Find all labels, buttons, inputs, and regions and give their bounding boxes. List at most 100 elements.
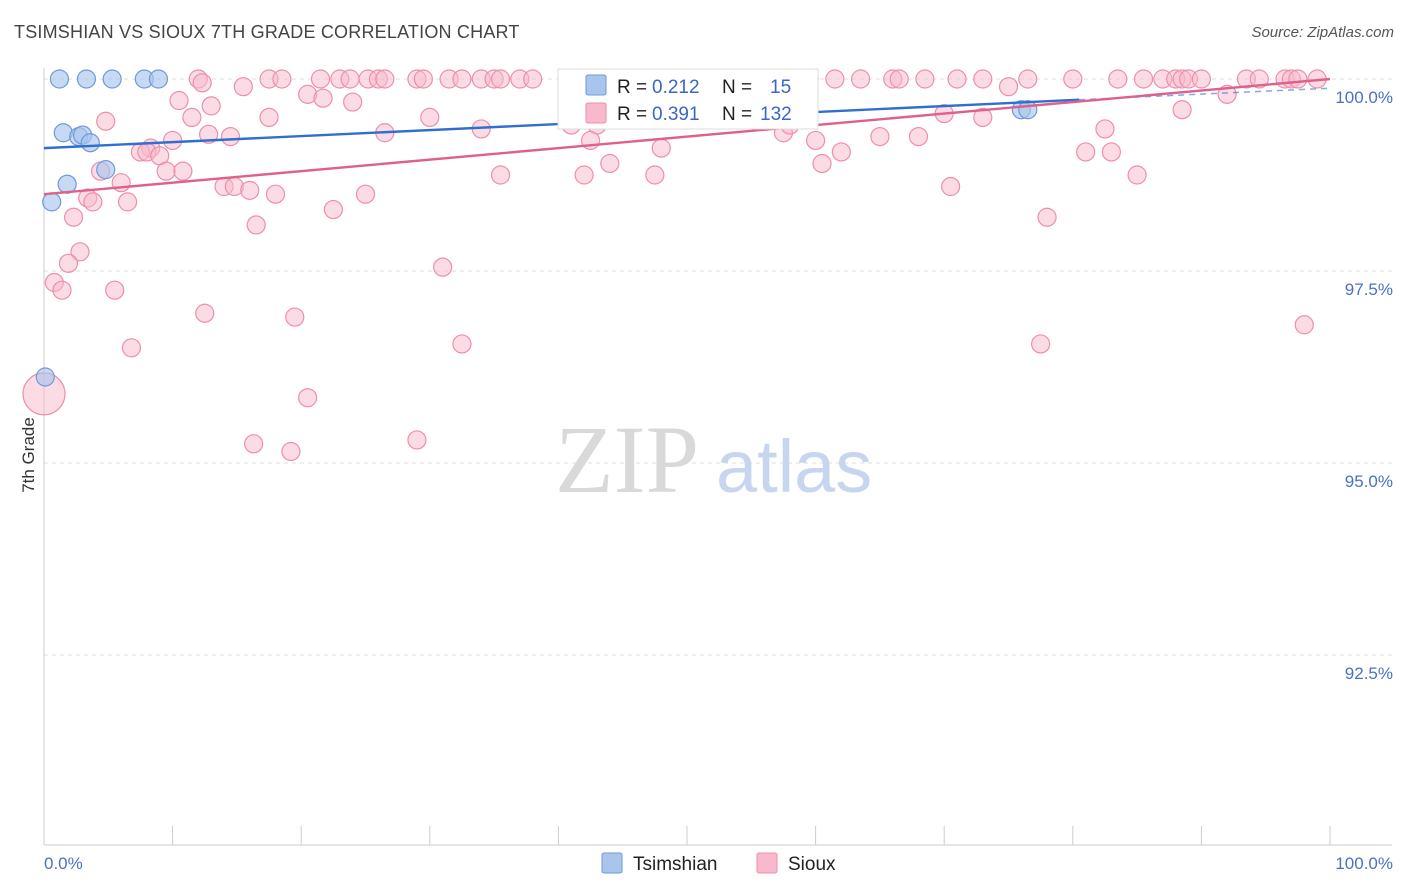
sioux-point [915, 69, 935, 89]
sioux-point [805, 130, 826, 151]
sioux-point [651, 138, 671, 158]
x-tick-label: 100.0% [1335, 854, 1393, 873]
sioux-point [600, 153, 620, 174]
sioux-point [156, 161, 176, 181]
sioux-point [313, 88, 333, 108]
sioux-point [298, 388, 318, 408]
sioux-point [1127, 165, 1147, 185]
sioux-point [244, 434, 264, 454]
sioux-point [355, 184, 376, 204]
sioux-point [490, 165, 511, 185]
sioux-point [259, 107, 279, 128]
y-tick-label: 95.0% [1345, 472, 1393, 491]
sioux-point [1037, 207, 1057, 227]
sioux-point [58, 253, 79, 273]
sioux-point [163, 130, 183, 151]
y-tick-label: 97.5% [1345, 280, 1393, 299]
sioux-point [407, 430, 427, 450]
sioux-point [195, 303, 215, 323]
sioux-point [1018, 69, 1038, 89]
sioux-point [70, 242, 90, 262]
y-tick-labels: 100.0% 97.5% 95.0% 92.5% [1335, 88, 1393, 683]
sioux-point [889, 69, 909, 89]
tsimshian-swatch [585, 74, 607, 96]
sioux-point [105, 280, 125, 300]
sioux-point [1217, 84, 1237, 104]
x-tick-labels: 0.0% 100.0% [44, 854, 1393, 873]
tsimshian-point [148, 69, 169, 89]
sioux-point [1249, 69, 1269, 89]
sioux-trend-line [43, 77, 1331, 196]
watermark-atlas: atlas [716, 425, 872, 508]
tsimshian-r-value: 0.212 [652, 77, 700, 98]
sioux-point [1172, 100, 1192, 120]
sioux-n-label: N = [722, 104, 752, 125]
sioux-point [452, 334, 472, 354]
sioux-point [96, 111, 116, 131]
sioux-point [117, 192, 138, 212]
sioux-point [973, 107, 993, 128]
sioux-point [1031, 334, 1051, 354]
tsimshian-point [42, 192, 62, 212]
tsimshian-point [96, 160, 116, 180]
sioux-point [452, 69, 472, 89]
sioux-point [272, 69, 292, 89]
sioux-point [199, 124, 219, 144]
sioux-point [1288, 69, 1308, 89]
sioux-point [998, 77, 1019, 97]
axes [43, 68, 1392, 846]
tsimshian-r-label: R = [617, 77, 647, 98]
sioux-point [83, 192, 103, 212]
sioux-point [523, 69, 543, 89]
tsimshian-point [76, 69, 97, 89]
sioux-point [941, 176, 961, 197]
sioux-point [220, 127, 241, 147]
legend-tsimshian-swatch [601, 852, 623, 874]
y-axis-title: 7th Grade [19, 417, 38, 493]
stats-legend: R = 0.212 N = 15 R = 0.391 N = 132 [557, 68, 819, 130]
tsimshian-point [35, 367, 55, 387]
sioux-point [375, 69, 395, 89]
y-tick-label: 100.0% [1335, 88, 1393, 107]
sioux-point [1191, 69, 1212, 89]
sioux-point [433, 257, 453, 277]
tsimshian-point [80, 133, 100, 153]
sioux-point [173, 161, 193, 181]
sioux-point [812, 153, 832, 174]
sioux-point [870, 127, 890, 147]
source-label: Source: ZipAtlas.com [1251, 24, 1394, 41]
watermark-zip: ZIP [555, 406, 699, 513]
sioux-point [851, 69, 871, 89]
sioux-point [340, 69, 360, 89]
sioux-point [490, 69, 511, 89]
sioux-point [246, 215, 266, 235]
tsimshian-n-value: 15 [770, 77, 791, 98]
series-legend: Tsimshian Sioux [601, 852, 836, 875]
chart-title: TSIMSHIAN VS SIOUX 7TH GRADE CORRELATION… [14, 22, 520, 42]
sioux-point [825, 69, 845, 89]
legend-sioux-swatch [756, 852, 778, 874]
sioux-point [285, 307, 305, 327]
sioux-point [52, 280, 72, 300]
sioux-point [1076, 142, 1096, 162]
sioux-point [310, 69, 331, 89]
legend-tsimshian-label: Tsimshian [633, 854, 717, 875]
x-tick-label: 0.0% [44, 854, 83, 873]
sioux-point [947, 69, 967, 89]
legend-sioux-label: Sioux [788, 854, 836, 875]
sioux-point [1063, 69, 1083, 89]
y-tick-label: 92.5% [1345, 664, 1393, 683]
sioux-point [1108, 69, 1128, 89]
sioux-point [323, 199, 343, 220]
sioux-swatch [585, 102, 607, 124]
sioux-point [1101, 142, 1121, 162]
sioux-r-value: 0.391 [652, 104, 700, 125]
sioux-point [233, 77, 253, 97]
sioux-point [182, 107, 202, 128]
sioux-point [413, 69, 433, 89]
sioux-point [908, 127, 929, 147]
sioux-point [1095, 119, 1115, 139]
sioux-n-value: 132 [760, 104, 792, 125]
watermark: ZIP atlas [555, 406, 872, 513]
